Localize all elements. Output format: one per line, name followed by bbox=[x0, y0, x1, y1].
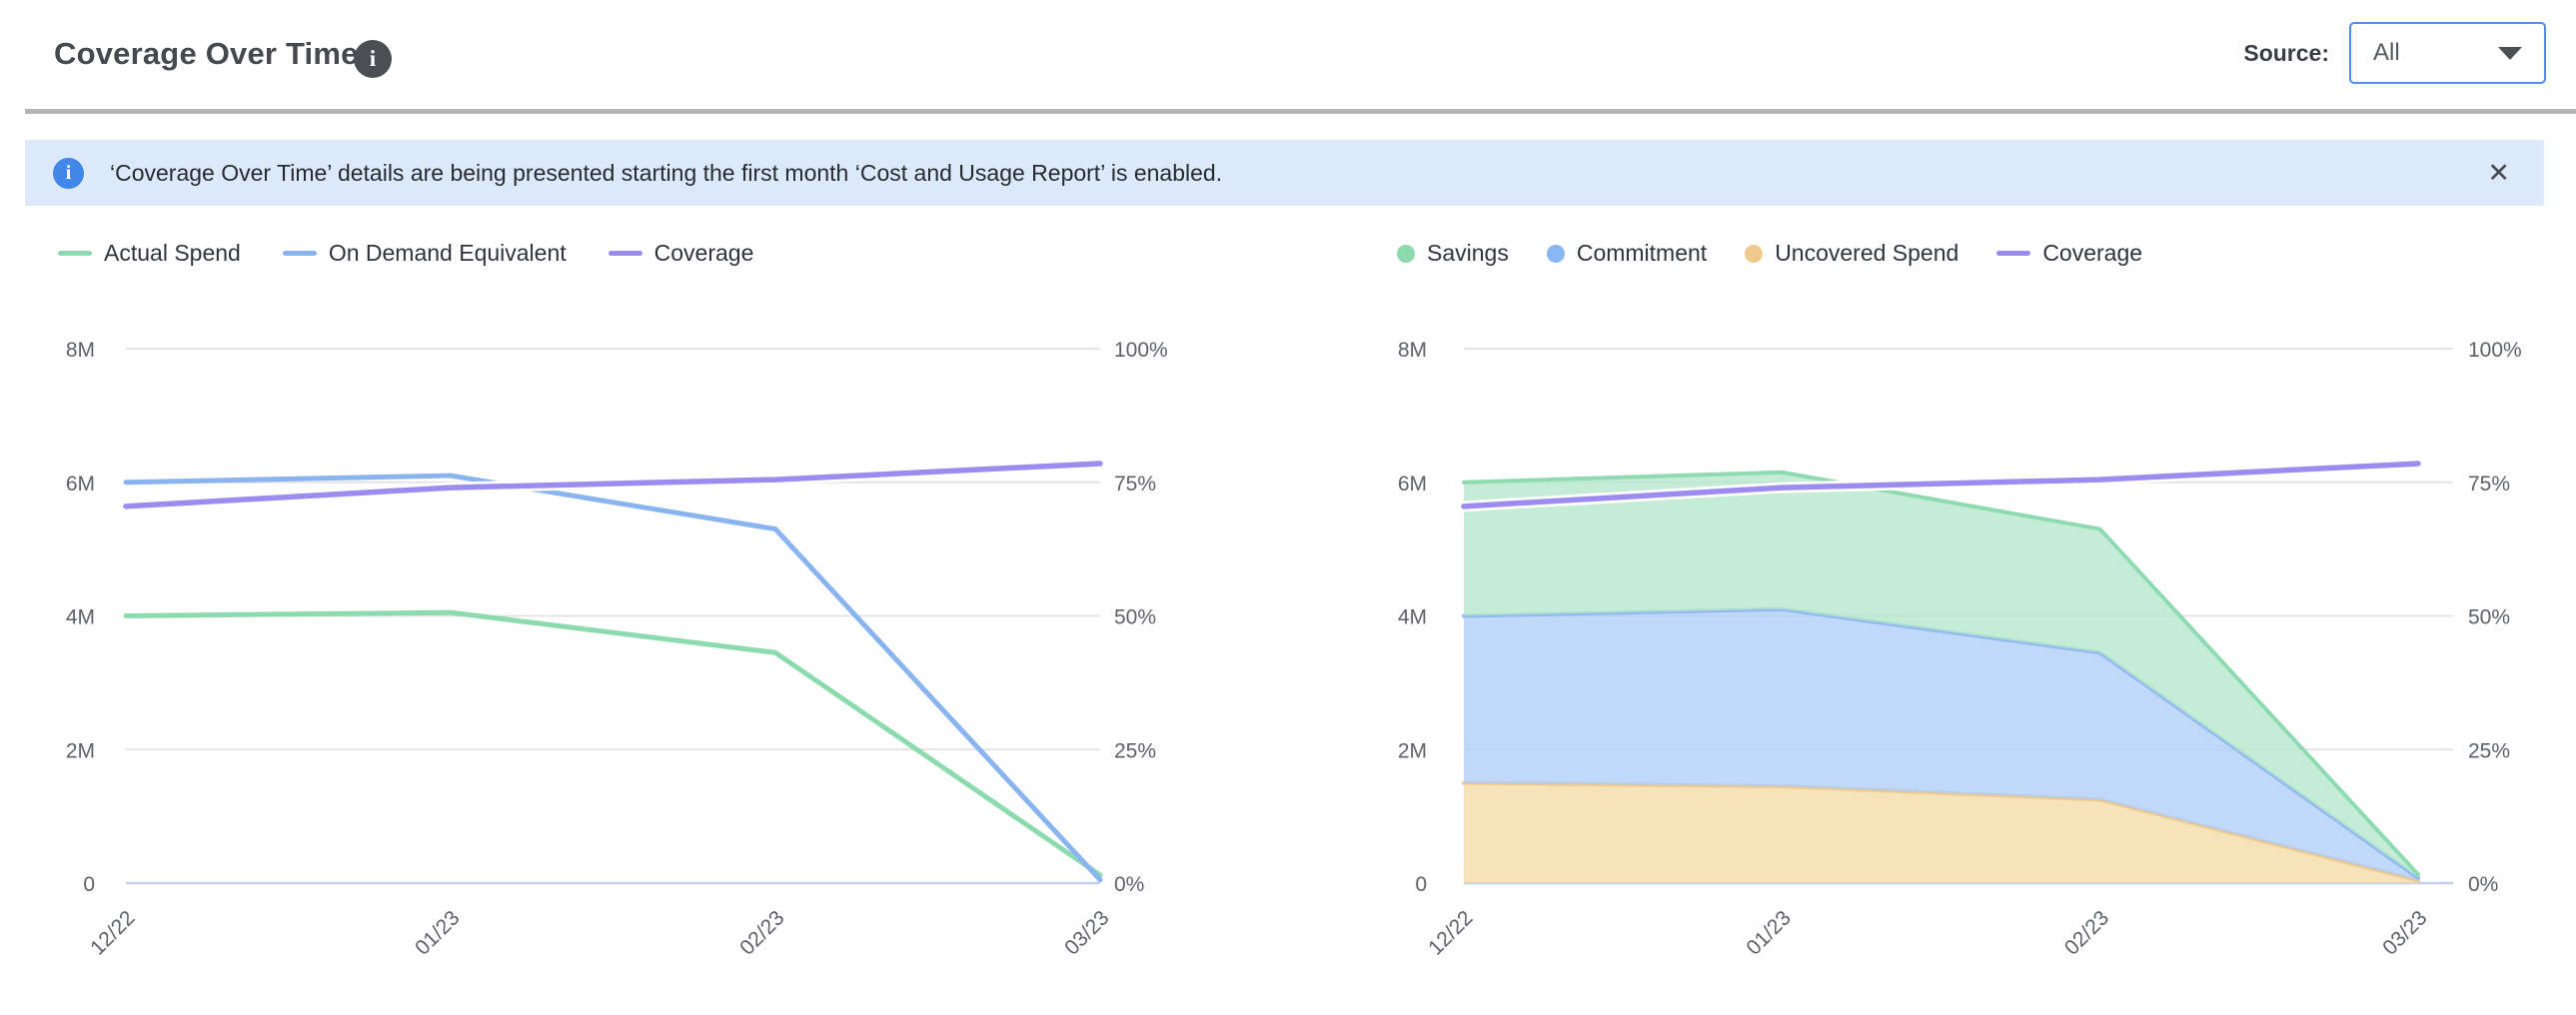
info-icon[interactable]: i bbox=[354, 40, 392, 78]
area-edge-commitment bbox=[1462, 606, 2420, 880]
series-line-on-demand-equivalent bbox=[123, 473, 1103, 883]
x-axis-tick: 03/23 bbox=[2378, 906, 2431, 959]
legend-spend-chart: Actual Spend On Demand Equivalent Coverage bbox=[58, 240, 753, 267]
source-selected-value: All bbox=[2373, 39, 2400, 66]
x-axis-tick: 01/23 bbox=[411, 906, 464, 959]
close-icon[interactable]: ✕ bbox=[2487, 157, 2510, 188]
y-axis-tick-right: 75% bbox=[2468, 473, 2510, 496]
y-axis-tick-left: 4M bbox=[66, 606, 95, 629]
x-axis-tick: 01/23 bbox=[1742, 906, 1795, 959]
legend-label: Coverage bbox=[653, 240, 754, 266]
legend-label: Actual Spend bbox=[104, 240, 241, 266]
header-divider bbox=[25, 109, 2576, 114]
y-axis-tick-left: 6M bbox=[66, 473, 95, 496]
chevron-down-icon bbox=[2498, 46, 2522, 60]
spend-line-chart: 8M 6M 4M 2M 0 100% 75% 50% 25% 0% 12/22 01/23 02/23 0… bbox=[66, 339, 1168, 960]
legend-label: Coverage bbox=[2042, 240, 2143, 266]
legend-line-icon bbox=[1996, 251, 2031, 256]
y-axis-tick-right: 75% bbox=[1114, 473, 1156, 496]
y-axis-tick-right: 0% bbox=[1114, 873, 1144, 896]
area-savings bbox=[1464, 472, 2418, 878]
legend-dot-icon bbox=[1745, 244, 1764, 263]
y-axis-tick-right: 50% bbox=[2468, 606, 2510, 629]
legend-dot-icon bbox=[1546, 244, 1565, 263]
info-banner: i ‘Coverage Over Time’ details are being… bbox=[25, 140, 2544, 206]
legend-coverage-breakdown-chart: Savings Commitment Uncovered Spend Coverage bbox=[1397, 240, 2142, 267]
y-axis-tick-left: 6M bbox=[1398, 473, 1427, 496]
y-axis-tick-left: 8M bbox=[1398, 339, 1427, 362]
x-axis-tick: 03/23 bbox=[1060, 906, 1113, 959]
y-axis-tick-right: 50% bbox=[1114, 606, 1156, 629]
info-icon: i bbox=[53, 157, 84, 189]
x-axis-tick: 12/22 bbox=[1424, 906, 1477, 959]
area-uncovered-spend bbox=[1464, 782, 2418, 883]
source-dropdown[interactable]: All bbox=[2349, 22, 2546, 84]
legend-item-savings[interactable]: Savings bbox=[1397, 240, 1509, 267]
legend-item-commitment[interactable]: Commitment bbox=[1546, 240, 1708, 267]
y-axis-tick-left: 4M bbox=[1398, 606, 1427, 629]
x-axis-tick: 02/23 bbox=[735, 906, 788, 959]
page-title: Coverage Over Time bbox=[54, 36, 359, 71]
y-axis-tick-right: 25% bbox=[2468, 739, 2510, 762]
legend-line-icon bbox=[608, 251, 643, 256]
banner-message: ‘Coverage Over Time’ details are being p… bbox=[110, 159, 1223, 186]
legend-item-coverage[interactable]: Coverage bbox=[1996, 240, 2142, 267]
y-axis-tick-right: 0% bbox=[2468, 873, 2498, 896]
legend-dot-icon bbox=[1397, 244, 1415, 263]
legend-item-on-demand-equivalent[interactable]: On Demand Equivalent bbox=[282, 240, 567, 267]
legend-item-uncovered-spend[interactable]: Uncovered Spend bbox=[1745, 240, 1958, 267]
legend-line-icon bbox=[282, 251, 317, 256]
y-axis-tick-right: 25% bbox=[1114, 739, 1156, 762]
legend-label: Savings bbox=[1427, 240, 1509, 266]
x-axis-tick: 12/22 bbox=[86, 906, 139, 959]
series-line-actual-spend bbox=[123, 609, 1103, 878]
x-axis-tick: 02/23 bbox=[2060, 906, 2113, 959]
y-axis-tick-left: 0 bbox=[1415, 873, 1427, 896]
y-axis-tick-left: 0 bbox=[83, 873, 95, 896]
legend-label: On Demand Equivalent bbox=[328, 240, 567, 266]
legend-label: Uncovered Spend bbox=[1775, 240, 1959, 266]
series-line-coverage bbox=[1461, 461, 2421, 509]
source-label: Source: bbox=[2243, 39, 2329, 66]
y-axis-tick-right: 100% bbox=[2468, 339, 2522, 362]
series-line-coverage bbox=[123, 461, 1103, 509]
coverage-breakdown-area-chart: 8M 6M 4M 2M 0 100% 75% 50% 25% 0% 12/22 01/23 02/23 0… bbox=[1398, 339, 2522, 960]
y-axis-tick-left: 2M bbox=[66, 739, 95, 762]
y-axis-tick-left: 8M bbox=[66, 339, 95, 362]
source-filter: Source: All bbox=[2243, 22, 2546, 84]
legend-item-coverage[interactable]: Coverage bbox=[608, 240, 754, 267]
legend-line-icon bbox=[58, 251, 92, 256]
legend-label: Commitment bbox=[1576, 240, 1708, 266]
y-axis-tick-left: 2M bbox=[1398, 739, 1427, 762]
legend-item-actual-spend[interactable]: Actual Spend bbox=[58, 240, 241, 267]
y-axis-tick-right: 100% bbox=[1114, 339, 1168, 362]
area-edge-savings bbox=[1462, 470, 2420, 877]
area-commitment bbox=[1464, 608, 2418, 881]
